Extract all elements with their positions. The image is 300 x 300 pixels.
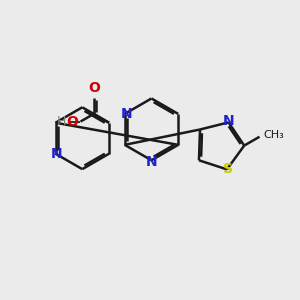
Text: N: N — [223, 114, 234, 128]
Text: H: H — [56, 115, 66, 128]
Text: CH₃: CH₃ — [263, 130, 284, 140]
Text: O: O — [66, 115, 78, 129]
Text: N: N — [51, 147, 63, 161]
Text: N: N — [120, 107, 132, 121]
Text: N: N — [146, 155, 157, 169]
Text: O: O — [88, 81, 100, 95]
Text: S: S — [224, 162, 233, 176]
